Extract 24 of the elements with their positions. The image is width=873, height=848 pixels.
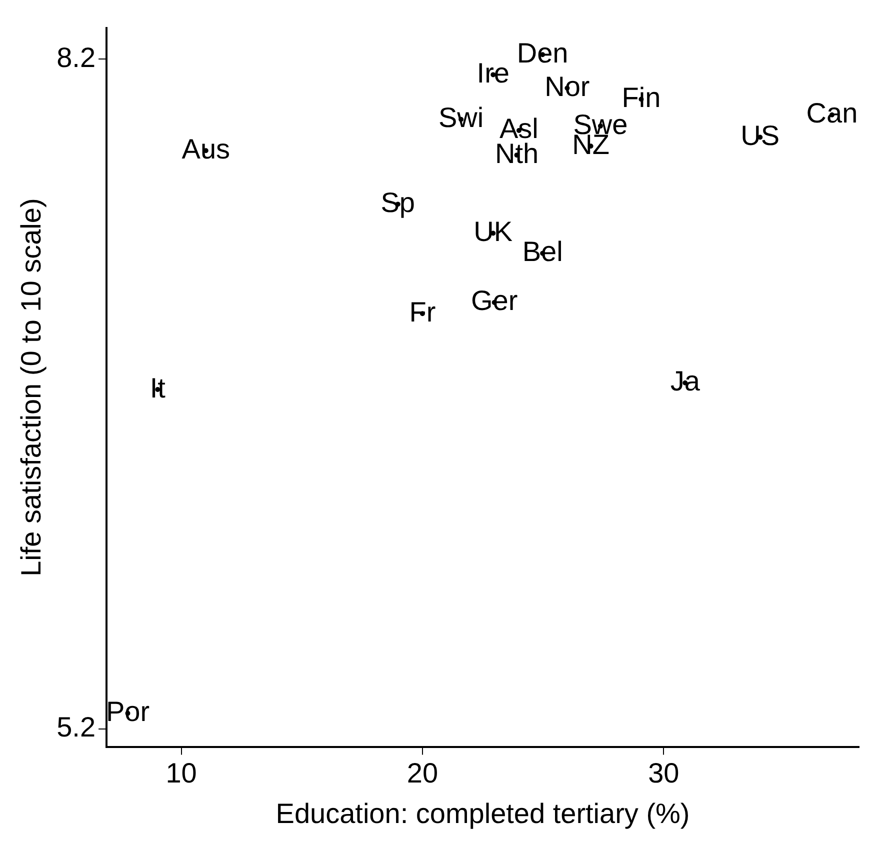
data-label: Ja <box>670 366 700 397</box>
x-axis-title: Education: completed tertiary (%) <box>276 798 690 829</box>
data-label: UK <box>474 216 513 247</box>
data-label: Ire <box>476 57 510 88</box>
data-label: Nth <box>494 138 539 169</box>
data-label: Bel <box>522 236 563 268</box>
data-label: Ger <box>470 285 518 316</box>
data-label: Nor <box>544 70 590 102</box>
data-label: Fr <box>409 296 436 328</box>
data-label: Fin <box>622 82 661 113</box>
data-label: Swi <box>438 102 484 134</box>
data-label: It <box>150 372 166 404</box>
y-tick-label: 8.2 <box>56 42 96 73</box>
x-tick-label: 10 <box>166 757 197 788</box>
data-label: Den <box>516 37 568 68</box>
y-axis-title: Life satisfaction (0 to 10 scale) <box>16 198 47 576</box>
data-label: Por <box>106 696 150 728</box>
data-label: Can <box>806 98 858 129</box>
x-tick-label: 30 <box>648 757 680 788</box>
y-tick-label: 5.2 <box>56 712 96 743</box>
data-label: Aus <box>182 133 230 164</box>
data-label: Sp <box>380 186 415 218</box>
data-label: US <box>740 120 780 151</box>
x-tick-label: 20 <box>406 757 438 788</box>
